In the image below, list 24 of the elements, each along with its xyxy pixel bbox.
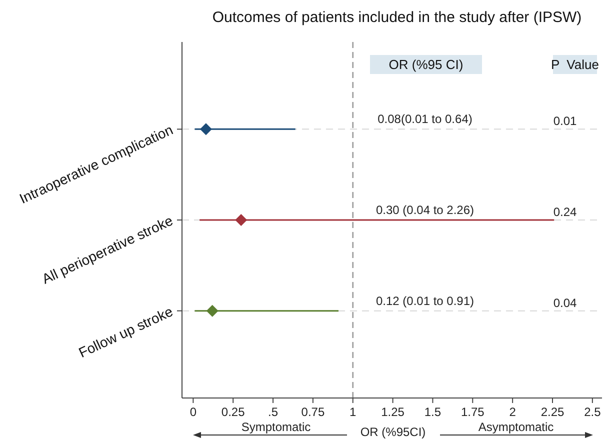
text: Symptomatic [241,420,311,434]
x-tick-label: 2.5 [584,405,602,419]
annotation: 0.12 (0.01 to 0.91) [376,294,474,308]
annotation: 0.08(0.01 to 0.64) [378,112,472,126]
x-tick-label: 0.25 [221,405,246,419]
x-tick-label: .5 [268,405,278,419]
annotation: 0.24 [553,205,577,219]
x-tick-label: 0.75 [301,405,325,419]
annotation: 0.04 [553,296,577,310]
text: P Value [551,57,599,72]
x-tick-label: 0 [190,405,197,419]
x-tick-label: 1.5 [424,405,442,419]
x-axis-title: OR (%95CI) [360,425,426,439]
annotation: 0.30 (0.04 to 2.26) [376,203,474,217]
text: Asymptomatic [478,420,554,434]
x-tick-label: 1.75 [460,405,485,419]
x-tick-label: 2 [509,405,516,419]
x-tick-label: 2.25 [540,405,564,419]
text: OR (%95 CI) [388,57,464,72]
x-tick-label: 1 [350,405,357,419]
chart-title: Outcomes of patients included in the study after (IPSW) [212,9,582,26]
x-tick-label: 1.25 [381,405,405,419]
annotation: 0.01 [553,114,577,128]
y-tick-label: Follow up stroke [76,302,176,361]
